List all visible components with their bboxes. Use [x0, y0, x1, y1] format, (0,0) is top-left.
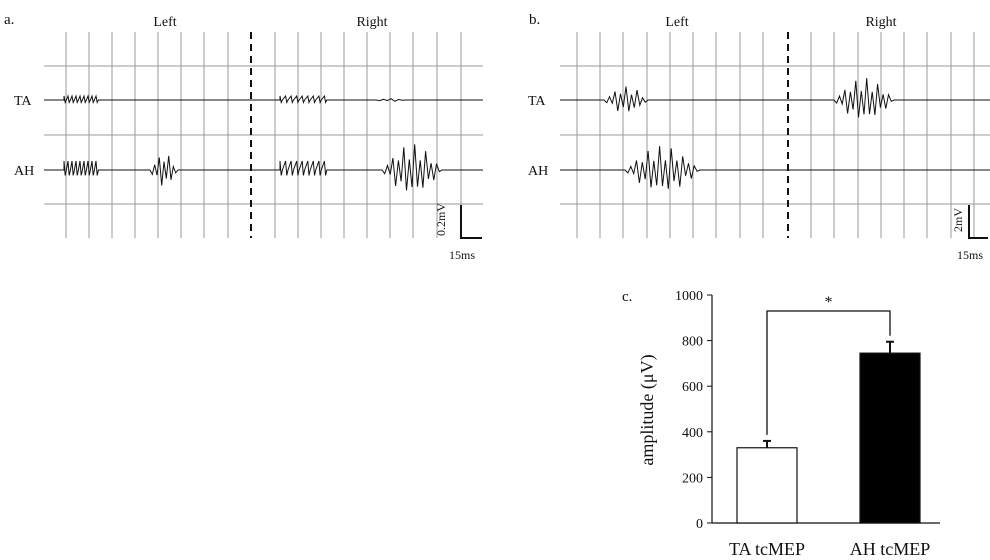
panel-a-row-ah: AH [14, 164, 34, 179]
panel-a-ah-trace [44, 144, 483, 191]
panel-c-bar-chart: c. amplitude (μV) 0 200 400 600 800 1000 TA tc… [622, 289, 940, 559]
panel-b-scale-v: 2mV [951, 208, 965, 232]
significance-marker: * [825, 294, 833, 311]
panel-a-scale-h: 15ms [449, 248, 475, 262]
panel-a-scale-v: 0.2mV [434, 203, 448, 236]
panel-b-label: b. [529, 12, 540, 28]
panel-a-row-ta: TA [14, 94, 32, 109]
y-tick-label: 600 [682, 380, 703, 395]
panel-a-left-label: Left [153, 15, 176, 30]
panel-b-right-label: Right [865, 15, 896, 30]
panel-c-label: c. [622, 289, 632, 305]
bar [859, 352, 921, 524]
panel-b-ta-trace [560, 78, 990, 118]
panel-b-ah-trace [560, 146, 990, 189]
y-tick-label: 1000 [675, 289, 703, 304]
panel-a-scale-bar: 0.2mV 15ms [434, 203, 482, 262]
panel-b-scale-h: 15ms [957, 248, 983, 262]
panel-b-row-ah: AH [528, 164, 548, 179]
significance-bracket [766, 310, 891, 435]
y-tick-label: 0 [696, 517, 703, 532]
y-axis-label: amplitude (μV) [637, 354, 658, 465]
panel-a-traces [44, 94, 483, 191]
panel-b-grid [560, 32, 990, 238]
chart-plot-area: 0 200 400 600 800 1000 TA tcMEP AH tcMEP * [675, 289, 940, 559]
x-tick-label: AH tcMEP [850, 539, 931, 559]
panel-a-emg-traces: a. Left Right TA AH 0.2mV 15ms [4, 12, 483, 262]
panel-a-ta-trace [44, 94, 483, 104]
panel-b-left-label: Left [665, 15, 688, 30]
y-tick-label: 800 [682, 335, 703, 350]
y-tick-label: 400 [682, 426, 703, 441]
x-tick-label: TA tcMEP [729, 539, 805, 559]
panel-b-emg-traces: b. Left Right TA AH 2mV 15ms [528, 12, 990, 262]
panel-a-right-label: Right [356, 15, 387, 30]
panel-a-grid [44, 32, 483, 238]
panel-a-label: a. [4, 12, 14, 28]
panel-b-scale-bar: 2mV 15ms [951, 205, 988, 262]
bar [736, 447, 798, 524]
panel-b-row-ta: TA [528, 94, 546, 109]
panel-b-traces [560, 78, 990, 189]
y-tick-label: 200 [682, 471, 703, 486]
